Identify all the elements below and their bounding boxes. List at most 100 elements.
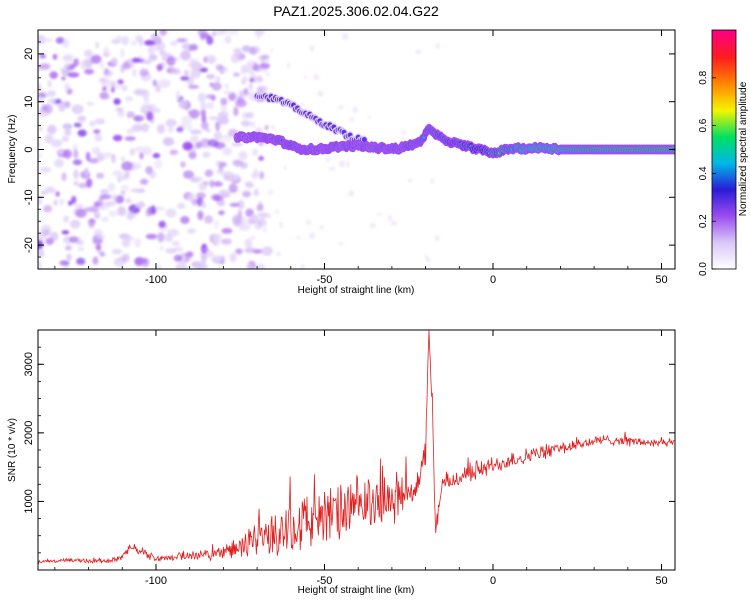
noise-blob: [249, 121, 256, 128]
colorbar-cell: [712, 221, 736, 224]
colorbar-cell: [712, 145, 736, 149]
noise-blob: [102, 86, 107, 91]
noise-blob: [188, 60, 193, 68]
colorbar-cell: [712, 127, 736, 131]
noise-blob: [110, 80, 116, 88]
noise-blob: [96, 172, 105, 179]
noise-blob: [176, 90, 180, 101]
noise-blob: [94, 118, 106, 125]
noise-blob: [221, 134, 233, 143]
noise-blob: [224, 35, 232, 44]
noise-blob: [260, 54, 270, 60]
noise-blob: [248, 83, 254, 91]
noise-blob: [139, 152, 144, 160]
colorbar-cell: [712, 247, 736, 250]
colorbar-cell: [712, 91, 736, 95]
colorbar-cell: [712, 123, 736, 127]
noise-blob: [70, 63, 76, 70]
noise-blob: [211, 82, 222, 91]
noise-blob: [93, 129, 101, 134]
noise-blob: [90, 54, 102, 64]
noise-blob: [201, 113, 207, 123]
noise-blob: [139, 116, 145, 121]
noise-blob: [264, 124, 269, 131]
noise-blob: [131, 57, 142, 63]
noise-blob: [111, 38, 121, 45]
noise-blob: [49, 71, 58, 79]
colorbar-cell: [712, 187, 736, 190]
noise-blob: [153, 206, 166, 211]
noise-blob: [176, 126, 184, 133]
colorbar-cell: [712, 155, 736, 159]
noise-blob: [74, 203, 85, 209]
x-tick-label: 0: [490, 274, 496, 286]
noise-blob: [39, 166, 52, 173]
noise-blob: [235, 248, 243, 255]
noise-blob: [162, 137, 175, 147]
noise-blob: [196, 197, 204, 207]
noise-blob: [239, 91, 245, 97]
x-tick-label: -100: [145, 274, 167, 286]
noise-blob: [181, 42, 192, 51]
noise-blob: [148, 54, 158, 61]
colorbar-cell: [712, 59, 736, 63]
noise-blob: [202, 151, 211, 158]
noise-blob: [112, 170, 123, 177]
noise-blob: [221, 228, 233, 234]
noise-blob: [177, 266, 189, 269]
colorbar-cell: [712, 81, 736, 85]
noise-blob: [139, 178, 149, 185]
colorbar-cell: [712, 77, 736, 81]
noise-blob: [229, 202, 241, 207]
noise-blob: [55, 37, 65, 44]
noise-blob: [216, 199, 225, 207]
noise-blob: [192, 201, 197, 207]
noise-blob: [64, 129, 72, 136]
noise-blob: [47, 80, 52, 88]
colorbar-cell: [712, 261, 736, 264]
colorbar-cell: [712, 239, 736, 242]
noise-blob: [159, 30, 167, 36]
noise-blob: [170, 40, 179, 46]
noise-blob: [126, 111, 135, 119]
noise-blob: [157, 232, 165, 243]
noise-blob: [141, 123, 150, 133]
noise-blob: [300, 102, 304, 108]
colorbar-cell: [712, 161, 736, 165]
noise-blob: [158, 220, 166, 228]
noise-blob: [108, 210, 118, 217]
noise-blob: [117, 175, 122, 183]
noise-blob: [204, 169, 214, 177]
colorbar-cell: [712, 129, 736, 133]
noise-blob: [55, 191, 60, 197]
noise-blob: [352, 106, 358, 114]
noise-blob: [121, 35, 129, 46]
colorbar-cell: [712, 201, 736, 204]
noise-blob: [244, 181, 254, 187]
noise-blob: [228, 183, 238, 194]
noise-blob: [243, 88, 248, 95]
colorbar-cell: [712, 193, 736, 196]
noise-blob: [53, 199, 58, 206]
noise-blob: [250, 235, 256, 240]
noise-blob: [241, 76, 248, 83]
noise-blob: [104, 201, 116, 207]
noise-blob: [120, 48, 125, 58]
noise-blob: [231, 142, 244, 147]
noise-blob: [190, 135, 199, 143]
spectrogram-x-ticks: -100 -50 0 50: [54, 30, 668, 286]
noise-blob: [401, 137, 405, 142]
noise-blob: [189, 109, 200, 119]
noise-blob: [338, 160, 346, 168]
noise-blob: [117, 206, 127, 217]
x-tick-label: -100: [145, 575, 167, 587]
noise-blob: [305, 219, 312, 225]
noise-blob: [143, 97, 150, 105]
colorbar-cell: [712, 61, 736, 65]
colorbar-cell: [712, 103, 736, 107]
noise-blob: [135, 34, 143, 43]
noise-blob: [65, 245, 72, 251]
noise-blob: [205, 94, 216, 99]
noise-blob: [44, 134, 54, 144]
noise-blob: [124, 136, 136, 142]
